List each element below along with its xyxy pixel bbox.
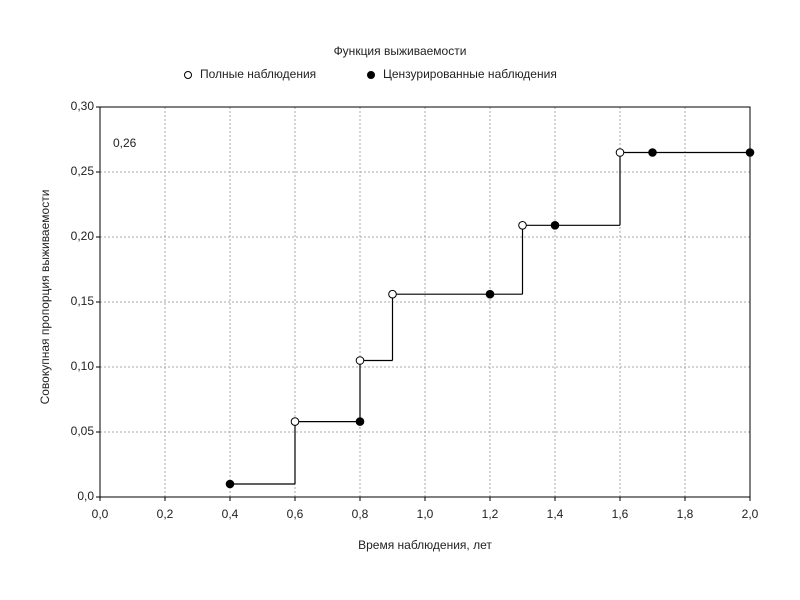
- y-tick-label: 0,25: [71, 164, 95, 178]
- x-tick-label: 1,8: [677, 507, 694, 521]
- x-tick-label: 1,0: [417, 507, 434, 521]
- x-tick-label: 0,8: [352, 507, 369, 521]
- open-marker: [518, 221, 527, 230]
- legend-label: Цензурированные наблюдения: [383, 67, 557, 81]
- y-tick-label: 0,10: [71, 359, 95, 373]
- y-tick-label: 0,20: [71, 229, 95, 243]
- x-tick-label: 0,2: [157, 507, 174, 521]
- y-axis-label: Совокупная пропорция выживаемости: [38, 190, 52, 405]
- filled-marker: [550, 221, 560, 230]
- plot-frame: [99, 106, 751, 498]
- filled-marker: [355, 417, 365, 426]
- legend-marker: [367, 71, 375, 79]
- y-tick-label: 0,30: [71, 99, 95, 113]
- open-marker: [615, 148, 625, 157]
- legend-marker: [184, 71, 192, 79]
- x-tick-label: 1,2: [482, 507, 499, 521]
- x-tick-label: 1,6: [612, 507, 629, 521]
- y-tick-label: 0,0: [77, 489, 94, 503]
- legend-label: Полные наблюдения: [200, 67, 316, 81]
- filled-marker: [225, 479, 235, 489]
- filled-marker: [745, 148, 755, 157]
- y-tick-label: 0,05: [71, 424, 95, 438]
- filled-marker: [648, 148, 657, 157]
- x-tick-label: 0,0: [92, 507, 109, 521]
- annotation: 0,26: [113, 136, 137, 150]
- chart-title: Функция выживаемости: [334, 44, 467, 58]
- x-tick-label: 2,0: [742, 507, 759, 521]
- open-marker: [355, 356, 365, 365]
- x-tick-label: 1,4: [547, 507, 564, 521]
- x-tick-label: 0,4: [222, 507, 239, 521]
- y-tick-label: 0,15: [71, 294, 95, 308]
- x-tick-label: 0,6: [287, 507, 304, 521]
- open-marker: [388, 289, 397, 299]
- filled-marker: [485, 289, 495, 299]
- open-marker: [290, 417, 300, 426]
- x-axis-label: Время наблюдения, лет: [358, 538, 492, 552]
